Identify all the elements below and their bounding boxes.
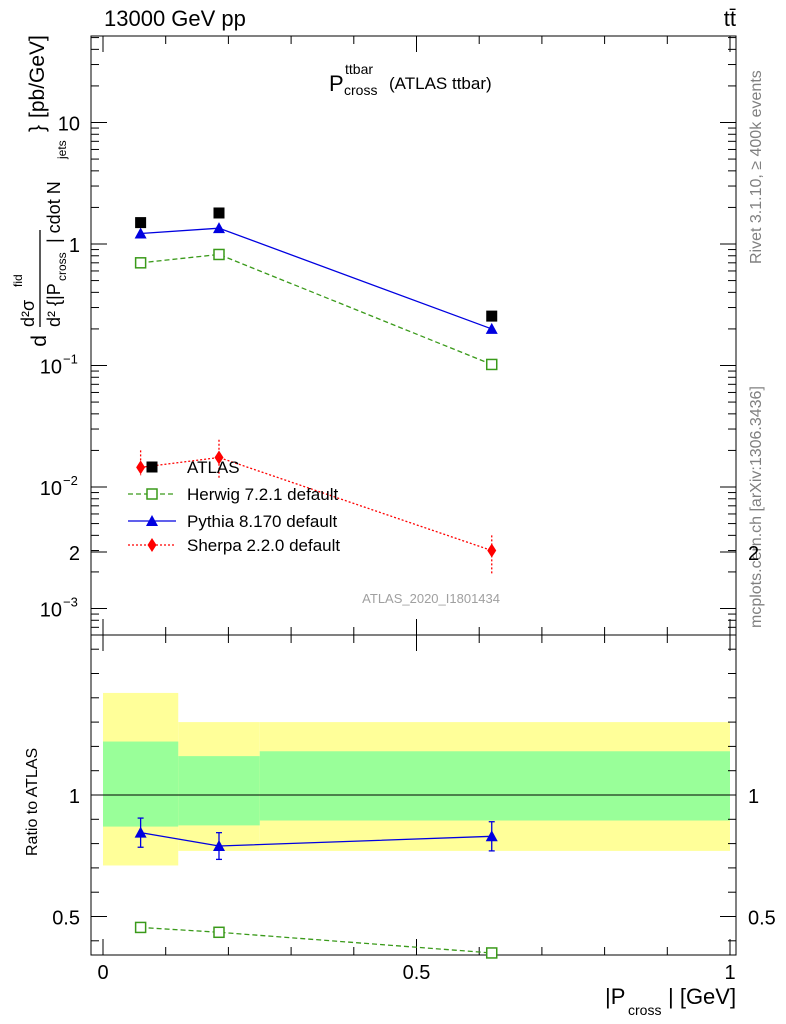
sherpa-marker [136,460,146,475]
y-label-denominator-mid: | cdot N [44,181,64,243]
y-label-close: } [26,125,49,132]
atlas-marker [213,207,225,219]
pythia-marker [485,322,498,334]
y-label-numerator-sup: fid [11,274,25,287]
ratio-y-tick-label: 0.5 [52,908,80,930]
y-label-numerator: d²σ [18,300,38,327]
ratio-y-tick-label-right: 1 [748,786,759,808]
x-axis-label: |P cross | [GeV] [605,984,736,1018]
analysis-id: ATLAS_2020_I1801434 [362,591,500,606]
ratio-bands [91,692,736,866]
legend-label-atlas: ATLAS [187,458,240,477]
y-tick-label: 10 [58,114,80,136]
ratio-band-inner [103,741,179,827]
atlas-marker [135,217,147,229]
y-label-denominator-sub: cross [55,252,69,281]
y-tick-label-exponent: −2 [63,473,78,488]
legend-label-pythia: Pythia 8.170 default [187,512,338,531]
legend: ATLAS Herwig 7.2.1 default Pythia 8.170 de… [128,458,340,555]
legend-marker-atlas [146,461,158,473]
legend-label-sherpa: Sherpa 2.2.0 default [187,536,340,555]
process-label: tt̄ [724,6,736,31]
ratio-herwig-marker [134,921,147,934]
plot-title-sup: ttbar [345,61,373,77]
pythia-marker [212,222,225,234]
plot-title-sub: cross [344,82,377,98]
y-tick-label-exponent: −1 [63,352,78,367]
plot-title-main: P [329,71,344,96]
pythia-marker [134,227,147,239]
ratio-band-inner [259,751,730,821]
ratio-x-tick-label: 1 [724,962,735,984]
herwig-marker [213,248,225,261]
herwig-line [140,253,492,366]
ratio-y-tick-label-right: 2 [748,543,759,565]
y-label-lead: d [28,335,51,347]
ratio-ticks: 0.5 0.5 1 1 2 2 0 0.5 1 [52,543,776,984]
plot-title-suffix: (ATLAS ttbar) [389,74,492,93]
sherpa-marker [214,450,224,465]
ratio-pythia-marker [212,840,225,852]
y-tick-label: 10 [40,357,62,379]
y-tick-label: 1 [69,235,80,257]
y-tick-label: 10 [40,478,62,500]
legend-marker-herwig [146,488,158,500]
legend-marker-pythia [146,515,158,526]
ratio-series [134,817,498,959]
ratio-pythia-marker [485,830,498,842]
y-label-unit: [pb/GeV] [26,35,49,118]
ratio-x-tick-label: 0 [97,962,108,984]
ratio-herwig-marker [485,947,498,959]
y-label-denominator: d² {|P [44,283,64,327]
ratio-band-inner [178,756,260,826]
pythia-line [140,227,492,330]
ratio-y-tick-label-right: 0.5 [748,908,776,930]
legend-label-herwig: Herwig 7.2.1 default [187,485,338,504]
ratio-x-tick-label: 0.5 [403,962,431,984]
plot-title: P ttbar cross (ATLAS ttbar) [329,61,492,98]
y-tick-label-exponent: −3 [63,595,78,610]
y-label-denominator-sub2: jets [55,140,69,160]
main-y-label: d d²σ fid d² {|P cross | cdot N jets } [… [11,35,69,347]
ratio-herwig-marker [213,926,225,939]
y-tick-label: 10 [40,600,62,622]
ratio-herwig-line [140,926,492,954]
ratio-y-tick-label: 1 [69,786,80,808]
x-label-post: | [GeV] [668,984,736,1009]
atlas-marker [486,310,498,322]
ratio-y-label: Ratio to ATLAS [24,748,41,856]
rivet-label: Rivet 3.1.10, ≥ 400k events [748,70,765,264]
mcplots-label: mcplots.cern.ch [arXiv:1306.3436] [748,386,765,628]
x-label-sub: cross [628,1002,661,1018]
x-label-pre: |P [605,984,625,1009]
sherpa-marker [487,543,497,558]
ratio-pythia-marker [134,826,147,838]
herwig-marker [485,358,498,371]
energy-label: 13000 GeV pp [104,6,246,31]
legend-marker-sherpa [147,538,157,552]
ratio-y-tick-label: 2 [69,543,80,565]
main-series [134,207,498,575]
herwig-marker [134,257,147,269]
